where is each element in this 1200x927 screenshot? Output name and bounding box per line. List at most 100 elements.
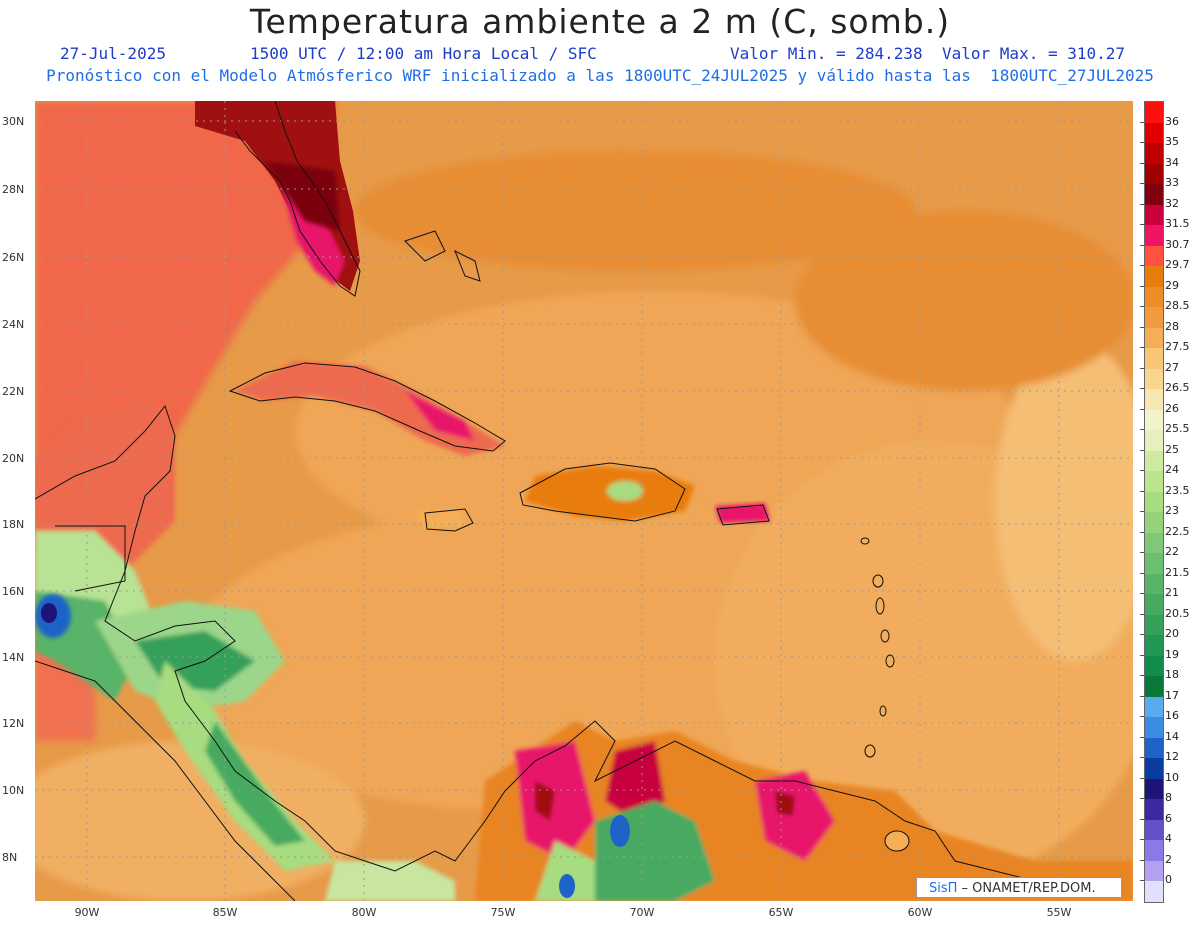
colorbar-label: 22: [1165, 545, 1179, 559]
lon-label: 90W: [74, 906, 100, 919]
min-value: Valor Min. = 284.238: [730, 44, 923, 63]
colorbar-tick: [1140, 367, 1144, 369]
colorbar-swatch: [1145, 532, 1163, 554]
colorbar-label: 23.5: [1165, 483, 1190, 497]
colorbar-label: 28.5: [1165, 299, 1190, 313]
colorbar-swatch: [1145, 491, 1163, 513]
lon-label: 60W: [907, 906, 933, 919]
colorbar-swatch: [1145, 266, 1163, 288]
colorbar-tick: [1140, 183, 1144, 185]
hispaniola-landmass: [525, 466, 695, 521]
colorbar-label: 26: [1165, 401, 1179, 415]
lat-label: 8N: [2, 851, 18, 864]
colorbar-swatch: [1145, 450, 1163, 472]
colorbar-label: 25: [1165, 442, 1179, 456]
colorbar-swatch: [1145, 635, 1163, 657]
colorbar-tick: [1140, 552, 1144, 554]
lesser-antilles: [860, 537, 910, 852]
colorbar-tick: [1140, 142, 1144, 144]
colorbar-swatch: [1145, 676, 1163, 698]
colorbar-swatch: [1145, 758, 1163, 780]
colorbar-tick: [1140, 716, 1144, 718]
lat-label: 20N: [2, 452, 25, 465]
map-title: Temperatura ambiente a 2 m (C, somb.): [249, 2, 951, 41]
colorbar-swatch: [1145, 368, 1163, 390]
colorbar-swatch: [1145, 286, 1163, 308]
lat-label: 18N: [2, 518, 25, 531]
colorbar-swatch: [1145, 799, 1163, 821]
lat-label: 14N: [2, 651, 25, 664]
colorbar-swatch: [1145, 430, 1163, 452]
valid-date: 27-Jul-2025: [60, 44, 166, 63]
colorbar-tick: [1140, 859, 1144, 861]
lat-label: 22N: [2, 385, 25, 398]
colorbar-label: 33: [1165, 176, 1179, 190]
colorbar-tick: [1140, 244, 1144, 246]
colorbar-swatch: [1145, 881, 1163, 903]
colorbar-swatch: [1145, 778, 1163, 800]
colorbar-label: 14: [1165, 729, 1179, 743]
colorbar-label: 36: [1165, 114, 1179, 128]
colorbar-label: 8: [1165, 791, 1172, 805]
colorbar-label: 6: [1165, 811, 1172, 825]
colorbar-swatch: [1145, 389, 1163, 411]
colorbar-swatch: [1145, 245, 1163, 267]
colorbar-tick: [1140, 265, 1144, 267]
colorbar-tick: [1140, 880, 1144, 882]
colorbar-swatch: [1145, 553, 1163, 575]
colorbar-tick: [1140, 121, 1144, 123]
lat-label: 10N: [2, 784, 25, 797]
colorbar-label: 29: [1165, 278, 1179, 292]
colorbar-swatch: [1145, 204, 1163, 226]
south-america-land: [475, 721, 1133, 901]
temperature-map: [35, 101, 1133, 901]
colorbar-label: 27: [1165, 360, 1179, 374]
colorbar-tick: [1140, 203, 1144, 205]
lat-label: 26N: [2, 251, 25, 264]
colorbar-label: 0: [1165, 873, 1172, 887]
colorbar-swatch: [1145, 573, 1163, 595]
colorbar-label: 18: [1165, 668, 1179, 682]
central-america-land: [35, 401, 455, 901]
colorbar-tick: [1140, 306, 1144, 308]
colorbar-swatch: [1145, 471, 1163, 493]
colorbar-swatch: [1145, 122, 1163, 144]
colorbar-swatch: [1145, 737, 1163, 759]
lat-label: 12N: [2, 717, 25, 730]
colorbar-label: 25.5: [1165, 422, 1190, 436]
colorbar-swatch: [1145, 409, 1163, 431]
colorbar-swatch: [1145, 163, 1163, 185]
colorbar-swatch: [1145, 594, 1163, 616]
colorbar-tick: [1140, 490, 1144, 492]
colorbar-label: 35: [1165, 135, 1179, 149]
colorbar-tick: [1140, 736, 1144, 738]
lon-label: 55W: [1046, 906, 1072, 919]
colorbar-swatch: [1145, 327, 1163, 349]
colorbar-swatch: [1145, 225, 1163, 247]
lat-label: 30N: [2, 115, 25, 128]
colorbar-label: 2: [1165, 852, 1172, 866]
colorbar-swatch: [1145, 819, 1163, 841]
colorbar-tick: [1140, 470, 1144, 472]
colorbar-label: 32: [1165, 196, 1179, 210]
cuba-landmass: [235, 361, 505, 456]
colorbar-label: 23: [1165, 504, 1179, 518]
colorbar-label: 16: [1165, 709, 1179, 723]
colorbar-tick: [1140, 429, 1144, 431]
colorbar-swatch: [1145, 307, 1163, 329]
colorbar-tick: [1140, 162, 1144, 164]
lon-label: 75W: [490, 906, 516, 919]
colorbar: [1144, 101, 1164, 903]
colorbar-label: 10: [1165, 770, 1179, 784]
colorbar-label: 27.5: [1165, 340, 1190, 354]
map-canvas: [35, 101, 1133, 901]
colorbar-swatch: [1145, 614, 1163, 636]
puerto-rico-landmass: [715, 503, 770, 523]
colorbar-tick: [1140, 593, 1144, 595]
lon-label: 65W: [768, 906, 794, 919]
time-info: 1500 UTC / 12:00 am Hora Local / SFC: [250, 44, 597, 63]
colorbar-label: 24: [1165, 463, 1179, 477]
lon-label: 80W: [351, 906, 377, 919]
colorbar-label: 17: [1165, 688, 1179, 702]
colorbar-tick: [1140, 777, 1144, 779]
